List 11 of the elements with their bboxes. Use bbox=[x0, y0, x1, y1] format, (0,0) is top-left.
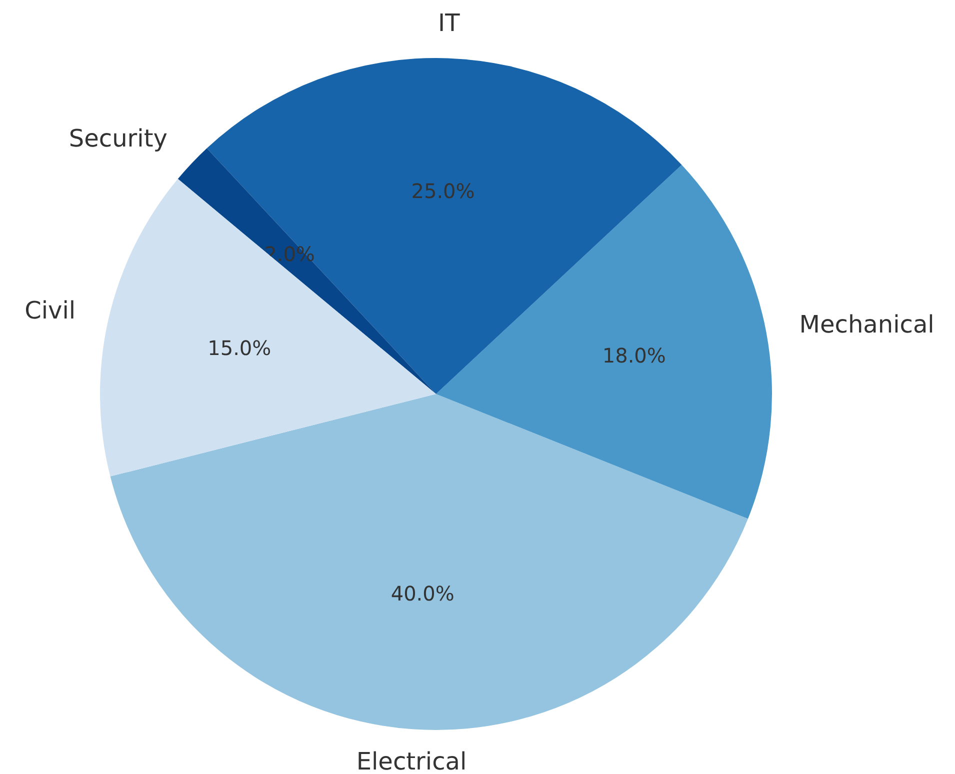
slice-label: Security bbox=[68, 124, 168, 153]
data-label: 25.0% bbox=[411, 178, 475, 203]
data-label: 40.0% bbox=[390, 582, 454, 606]
pie-slice bbox=[110, 394, 748, 730]
slice-label: Electrical bbox=[356, 747, 467, 774]
slice-label: IT bbox=[438, 9, 460, 38]
data-label: 15.0% bbox=[208, 336, 272, 360]
pie-slice bbox=[206, 58, 682, 394]
slice-label: Mechanical bbox=[799, 310, 934, 339]
data-label: 18.0% bbox=[602, 343, 666, 368]
slice-label: Civil bbox=[24, 296, 76, 325]
